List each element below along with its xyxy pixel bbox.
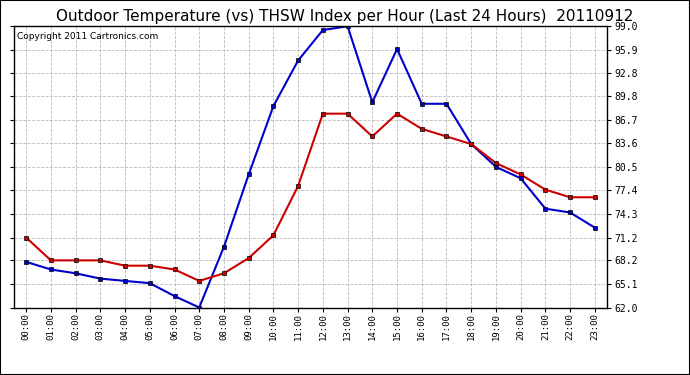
Text: Outdoor Temperature (vs) THSW Index per Hour (Last 24 Hours)  20110912: Outdoor Temperature (vs) THSW Index per … bbox=[57, 9, 633, 24]
Text: Copyright 2011 Cartronics.com: Copyright 2011 Cartronics.com bbox=[17, 32, 158, 41]
